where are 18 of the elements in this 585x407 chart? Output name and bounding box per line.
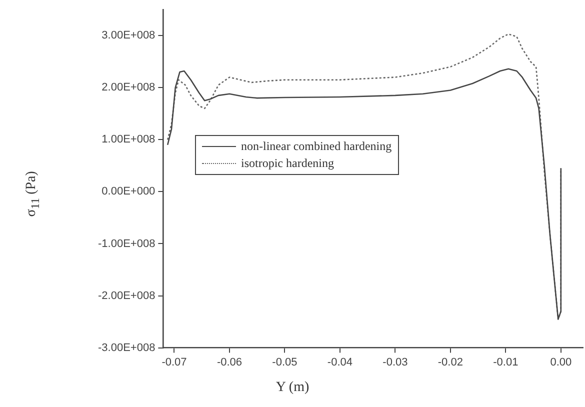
- x-axis-title: Y (m): [274, 380, 310, 396]
- y-tick-label: -1.00E+008: [98, 238, 156, 250]
- x-tick-label: -0.02: [438, 356, 463, 368]
- x-tick-label: -0.01: [493, 356, 518, 368]
- x-tick-label: -0.06: [216, 356, 242, 368]
- legend-label: isotropic hardening: [241, 156, 334, 171]
- x-tick-label: -0.04: [327, 356, 352, 368]
- y-tick-label: 2.00E+008: [102, 82, 156, 94]
- y-tick-label: 3.00E+008: [102, 30, 156, 42]
- x-tick-label: 0.00: [550, 356, 572, 368]
- y-tick-label: 0.00E+000: [102, 186, 156, 198]
- y-tick-label: -3.00E+008: [98, 342, 156, 354]
- y-tick-label: 1.00E+008: [102, 134, 156, 146]
- legend-label: non-linear combined hardening: [241, 139, 392, 154]
- x-tick-label: -0.03: [382, 356, 408, 368]
- y-tick-label: -2.00E+008: [98, 290, 156, 302]
- x-tick-label: -0.05: [272, 356, 298, 368]
- x-tick-label: -0.07: [162, 356, 187, 368]
